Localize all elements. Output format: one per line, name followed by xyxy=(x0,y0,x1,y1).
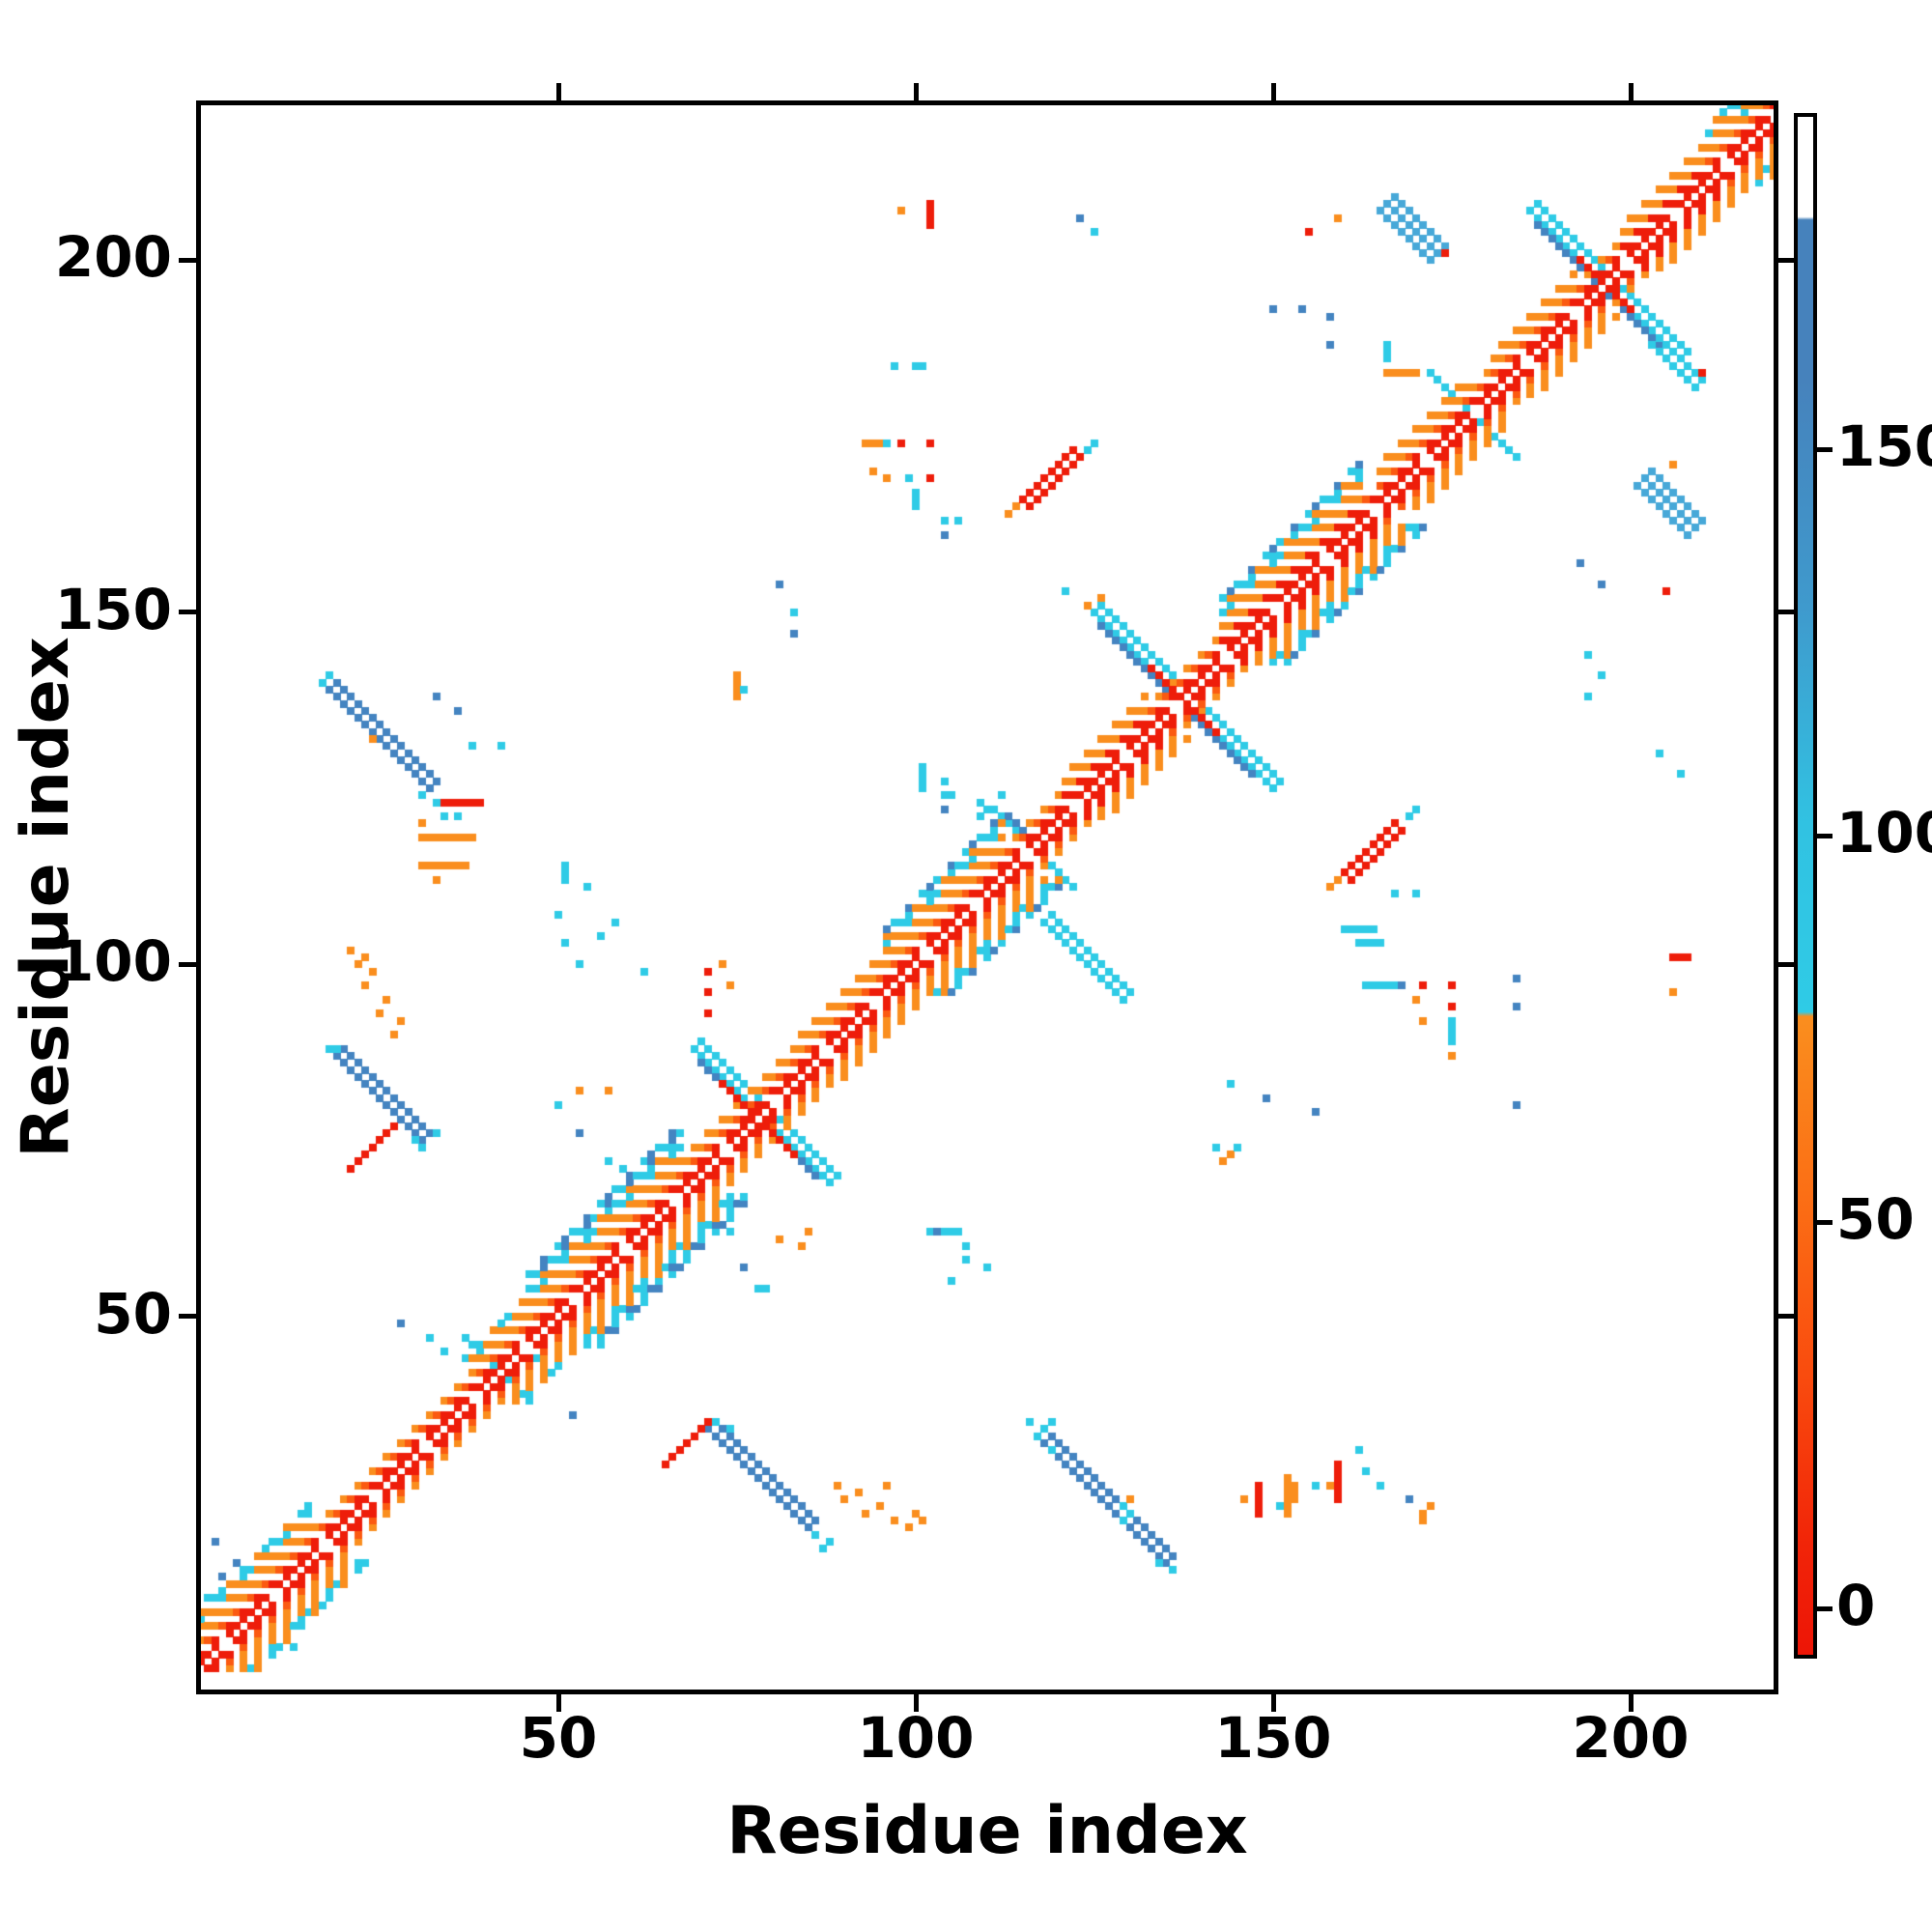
y-tick-label: 150 xyxy=(54,576,172,642)
y-tick-right xyxy=(1778,257,1796,263)
colorbar-tick-label: 150 xyxy=(1836,413,1932,479)
x-tick xyxy=(913,1694,919,1712)
y-tick-right xyxy=(1778,1314,1796,1320)
x-tick xyxy=(1270,1694,1276,1712)
contact-map-canvas xyxy=(201,105,1774,1690)
y-tick-label: 50 xyxy=(94,1280,172,1347)
colorbar-tick-label: 100 xyxy=(1836,800,1932,866)
x-tick-top xyxy=(555,83,561,100)
colorbar-tick xyxy=(1817,446,1833,452)
x-tick-label: 50 xyxy=(519,1705,598,1771)
colorbar-tick xyxy=(1817,833,1833,838)
x-tick-top xyxy=(1270,83,1276,100)
x-tick-label: 150 xyxy=(1214,1705,1332,1771)
y-tick-right xyxy=(1778,610,1796,615)
colorbar-tick xyxy=(1817,1219,1833,1225)
x-tick-top xyxy=(913,83,919,100)
colorbar-tick xyxy=(1817,1605,1833,1611)
y-tick xyxy=(179,610,196,615)
y-tick-right xyxy=(1778,961,1796,967)
x-tick-label: 200 xyxy=(1572,1705,1690,1771)
x-tick xyxy=(1628,1694,1634,1712)
colorbar-tick-label: 0 xyxy=(1836,1573,1876,1638)
colorbar xyxy=(1794,113,1817,1659)
x-tick xyxy=(555,1694,561,1712)
y-tick-label: 100 xyxy=(54,928,172,995)
x-tick-label: 100 xyxy=(857,1705,975,1771)
y-tick xyxy=(179,961,196,967)
plot-frame xyxy=(196,100,1778,1694)
colorbar-tick-label: 50 xyxy=(1836,1186,1915,1252)
y-axis-label: Residue index xyxy=(8,637,84,1158)
y-tick xyxy=(179,257,196,263)
y-tick xyxy=(179,1314,196,1320)
y-tick-label: 200 xyxy=(54,224,172,291)
x-tick-top xyxy=(1628,83,1634,100)
x-axis-label: Residue index xyxy=(726,1793,1248,1869)
